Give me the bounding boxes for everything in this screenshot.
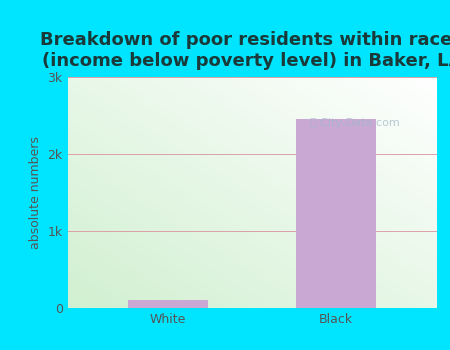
Bar [296, 119, 376, 308]
Bar [128, 300, 208, 308]
Title: Breakdown of poor residents within races
(income below poverty level) in Baker, : Breakdown of poor residents within races… [40, 31, 450, 70]
Text: ⓘ City-Data.com: ⓘ City-Data.com [310, 118, 400, 128]
Y-axis label: absolute numbers: absolute numbers [29, 136, 42, 249]
